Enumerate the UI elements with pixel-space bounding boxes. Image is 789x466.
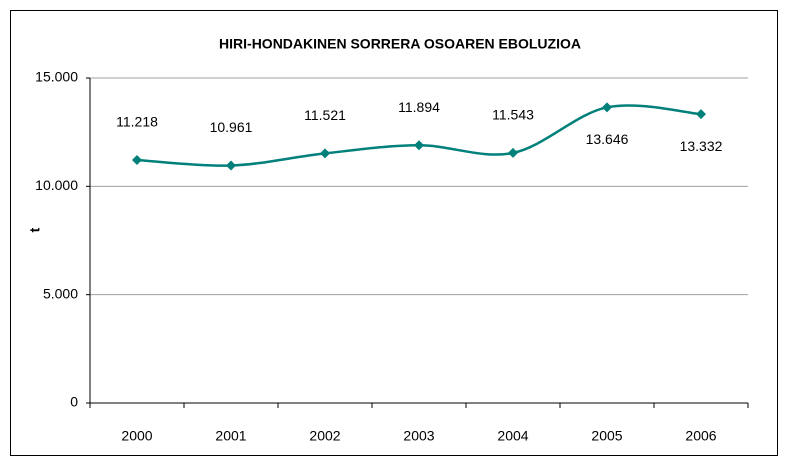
data-point — [508, 147, 518, 158]
value-label: 10.961 — [210, 119, 253, 135]
value-label: 13.646 — [586, 131, 629, 147]
y-tick-label: 15.000 — [35, 69, 78, 85]
x-tick-label: 2000 — [121, 428, 152, 444]
value-label: 11.894 — [398, 99, 440, 115]
x-tick-label: 2004 — [497, 428, 528, 444]
data-point — [132, 154, 142, 165]
data-point — [320, 148, 330, 159]
y-tick-label: 5.000 — [43, 285, 78, 301]
value-label: 11.521 — [304, 107, 346, 123]
chart-title: HIRI-HONDAKINEN SORRERA OSOAREN EBOLUZIO… — [219, 36, 581, 52]
y-tick-label: 0 — [70, 394, 78, 410]
value-label: 13.332 — [680, 138, 723, 154]
x-tick-label: 2001 — [215, 428, 246, 444]
value-label: 11.543 — [492, 107, 534, 123]
value-label: 11.218 — [116, 114, 158, 130]
chart-frame — [10, 10, 778, 456]
data-point — [602, 102, 612, 113]
data-point — [696, 109, 706, 120]
x-tick-label: 2003 — [403, 428, 434, 444]
y-axis-label: t — [27, 227, 43, 232]
x-tick-label: 2006 — [685, 428, 716, 444]
data-point — [414, 140, 424, 151]
x-tick-label: 2005 — [591, 428, 622, 444]
data-point — [226, 160, 236, 171]
y-tick-label: 10.000 — [35, 177, 78, 193]
x-tick-label: 2002 — [309, 428, 340, 444]
